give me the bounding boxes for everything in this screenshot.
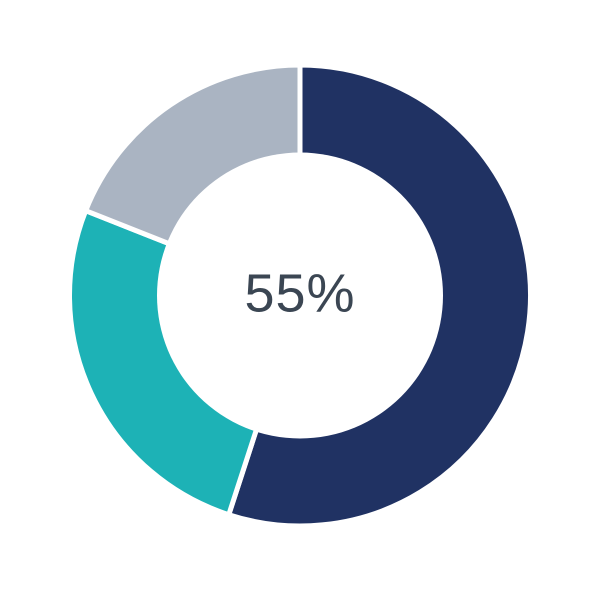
donut-hole xyxy=(157,152,443,439)
